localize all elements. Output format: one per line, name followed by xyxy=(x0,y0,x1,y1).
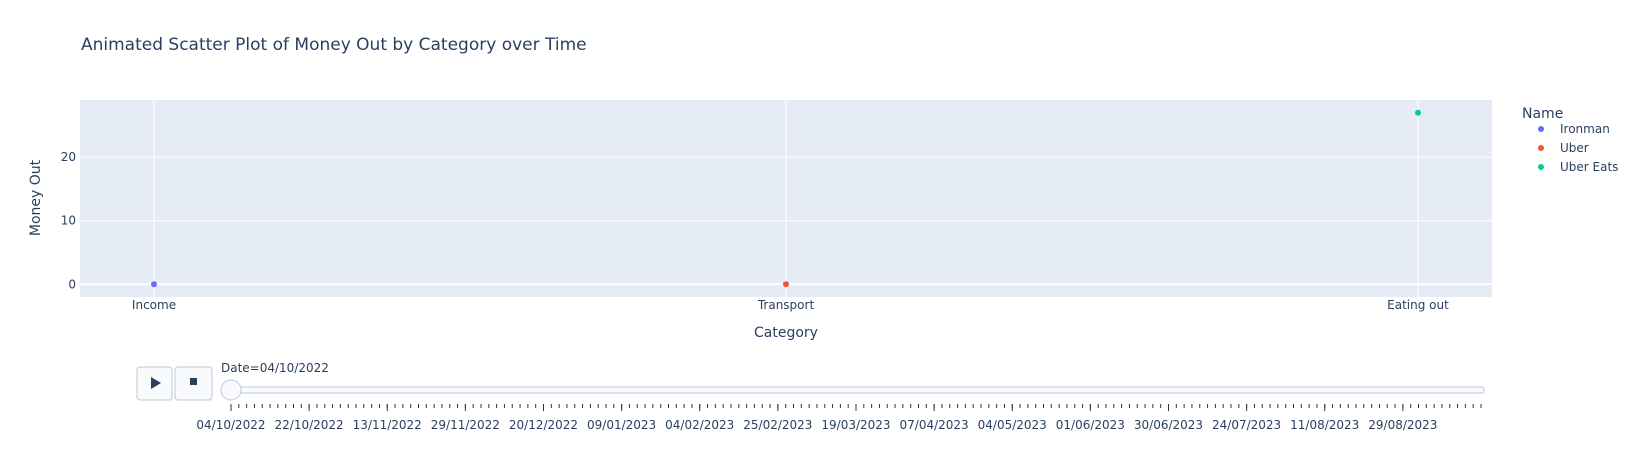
slider-tick-label[interactable]: 09/01/2023 xyxy=(587,418,656,432)
legend-item-label[interactable]: Uber xyxy=(1560,141,1589,155)
y-tick-label: 0 xyxy=(68,277,76,291)
legend-marker xyxy=(1538,145,1544,151)
slider-tick-label[interactable]: 04/02/2023 xyxy=(665,418,734,432)
x-tick-label: Income xyxy=(132,298,176,312)
x-tick-label: Eating out xyxy=(1387,298,1449,312)
slider-tick-label[interactable]: 29/11/2022 xyxy=(431,418,500,432)
slider-current-value: Date=04/10/2022 xyxy=(221,361,329,375)
slider-tick-label[interactable]: 29/08/2023 xyxy=(1368,418,1437,432)
legend-item-label[interactable]: Ironman xyxy=(1560,122,1610,136)
slider-rail[interactable] xyxy=(225,386,1485,394)
play-button[interactable] xyxy=(136,366,173,401)
slider-tick-label[interactable]: 04/05/2023 xyxy=(978,418,1047,432)
y-tick-label: 10 xyxy=(61,214,76,228)
slider-tick-label[interactable]: 01/06/2023 xyxy=(1056,418,1125,432)
slider-tick-label[interactable]: 11/08/2023 xyxy=(1290,418,1359,432)
y-axis-label: Money Out xyxy=(28,159,44,236)
slider-tick-label[interactable]: 30/06/2023 xyxy=(1134,418,1203,432)
slider-tick-label[interactable]: 20/12/2022 xyxy=(509,418,578,432)
stop-icon xyxy=(190,378,197,385)
x-tick-label: Transport xyxy=(757,298,815,312)
frame-slider[interactable]: 04/10/2022 22/10/2022 13/11/2022 29/11/2022… xyxy=(196,379,1485,432)
x-gridlines xyxy=(153,100,1419,297)
slider-ticks xyxy=(230,404,1482,411)
x-tick-labels: Income Transport Eating out xyxy=(132,298,1449,312)
slider-tick-label[interactable]: 13/11/2022 xyxy=(353,418,422,432)
legend-item-label[interactable]: Uber Eats xyxy=(1560,160,1618,174)
scatter-point xyxy=(783,281,789,288)
slider-tick-labels: 04/10/2022 22/10/2022 13/11/2022 29/11/2022… xyxy=(196,418,1437,432)
scatter-points xyxy=(151,109,1421,288)
slider-tick-label[interactable]: 25/02/2023 xyxy=(743,418,812,432)
slider-handle[interactable] xyxy=(220,379,242,401)
y-tick-label: 20 xyxy=(61,150,76,164)
play-icon xyxy=(151,377,161,389)
chart-title: Animated Scatter Plot of Money Out by Ca… xyxy=(81,35,587,55)
legend: Name Ironman Uber Uber Eats xyxy=(1522,106,1618,174)
legend-items: Ironman Uber Uber Eats xyxy=(1538,122,1618,174)
legend-marker xyxy=(1538,126,1544,132)
y-tick-labels: 0 10 20 xyxy=(61,150,76,291)
slider-tick-label[interactable]: 07/04/2023 xyxy=(900,418,969,432)
slider-tick-label[interactable]: 04/10/2022 xyxy=(196,418,265,432)
scatter-point xyxy=(151,281,157,288)
slider-tick-label[interactable]: 19/03/2023 xyxy=(821,418,890,432)
x-axis-label: Category xyxy=(754,325,818,341)
legend-marker xyxy=(1538,164,1544,170)
slider-tick-label[interactable]: 22/10/2022 xyxy=(275,418,344,432)
stop-button[interactable] xyxy=(174,366,213,401)
slider-tick-label[interactable]: 24/07/2023 xyxy=(1212,418,1281,432)
legend-title: Name xyxy=(1522,106,1563,122)
scatter-point xyxy=(1415,109,1421,116)
